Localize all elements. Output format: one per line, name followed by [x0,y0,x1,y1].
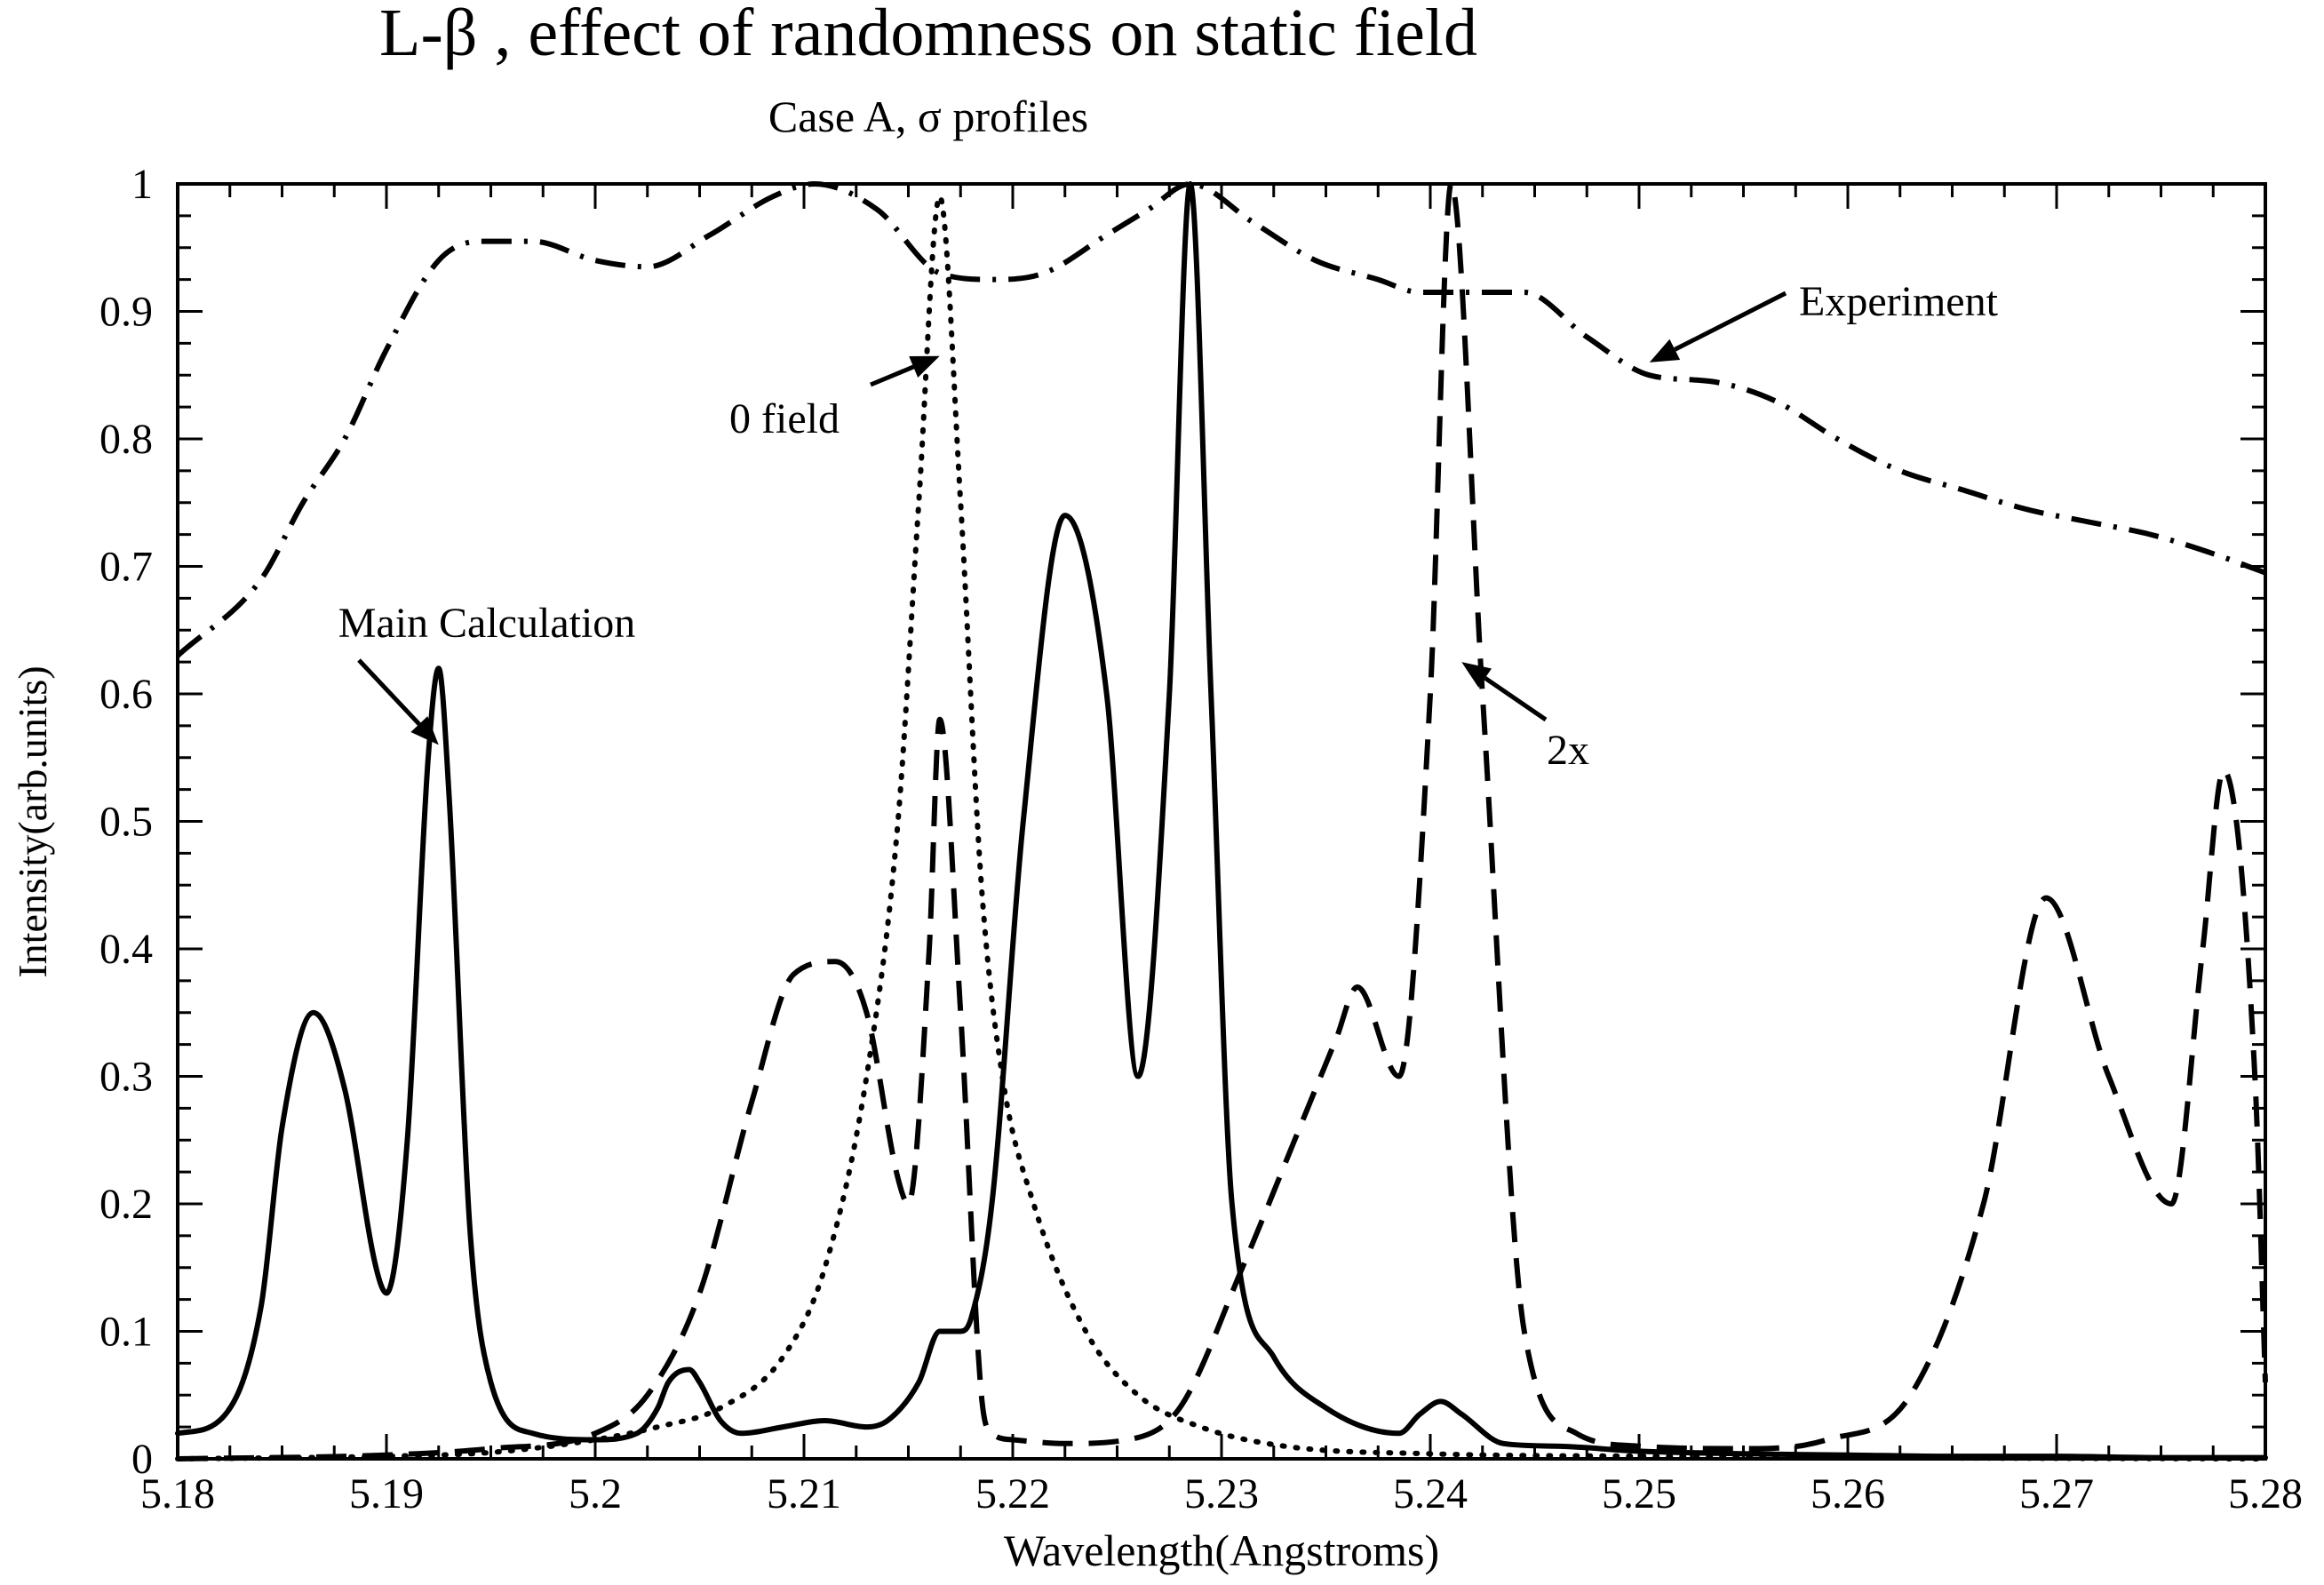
y-tick-label: 0.6 [99,671,153,718]
y-tick-label: 0.5 [99,799,153,846]
x-tick-label: 5.27 [2019,1470,2094,1517]
x-tick-label: 5.2 [569,1470,622,1517]
y-axis-label: Intensity(arb.units) [10,665,55,977]
x-tick-label: 5.26 [1811,1470,1885,1517]
x-tick-label: 5.19 [349,1470,424,1517]
annotation-experiment: Experiment [1799,278,1999,325]
annotation-arrowhead-2x [1461,662,1492,688]
series-layer [175,181,2268,1462]
annotation-arrow-2x [1484,676,1548,722]
y-tick-label: 0.1 [99,1309,153,1356]
series-line-0-field [175,194,2268,1462]
annotation-arrowhead-main-calculation [410,716,439,745]
x-tick-label: 5.21 [767,1470,841,1517]
axis-ticks [176,182,2267,1461]
x-axis-label: Wavelength(Angstroms) [1004,1525,1439,1575]
y-tick-label: 0.9 [99,289,153,336]
y-tick-labels: 0 0.1 0.2 0.3 0.4 0.5 0.6 0.7 0.8 0.9 1 [99,161,153,1483]
annotation-0-field: 0 field [729,395,840,442]
annotation-2x: 2x [1547,727,1589,774]
y-tick-label: 0.7 [99,544,153,591]
y-tick-label: 0.8 [99,416,153,463]
annotation-arrowhead-experiment [1649,339,1681,362]
plot-area [176,182,2267,1461]
annotation-arrow-experiment [1674,291,1787,352]
x-tick-label: 5.25 [1602,1470,1676,1517]
series-line-experiment [175,181,2267,658]
series-line-main-calculation [175,181,2268,1461]
chart-subtitle: Case A, σ profiles [768,92,1088,141]
y-tick-label: 0 [131,1436,153,1483]
x-tick-label: 5.28 [2228,1470,2303,1517]
plot-frame [176,182,2267,1461]
annotation-main-calculation: Main Calculation [338,600,636,647]
y-tick-label: 1 [131,161,153,208]
annotation-arrow-main-calculation [357,658,421,726]
chart-title: L-β , effect of randomness on static fie… [379,0,1477,70]
x-tick-labels: 5.18 5.19 5.2 5.21 5.22 5.23 5.24 5.25 5.26 5.27 5… [140,1470,2303,1517]
annotation-layer: Main Calculation 0 field Experiment 2x [338,278,1999,774]
y-tick-label: 0.2 [99,1181,153,1228]
x-tick-label: 5.23 [1184,1470,1259,1517]
y-tick-label: 0.3 [99,1054,153,1101]
annotation-arrow-0-field [870,364,915,387]
annotation-arrowhead-0-field [909,355,940,378]
x-tick-label: 5.22 [975,1470,1050,1517]
x-tick-label: 5.24 [1393,1470,1468,1517]
y-tick-label: 0.4 [99,926,153,973]
series-line-2x [177,181,2268,1462]
x-tick-label: 5.18 [140,1470,215,1517]
